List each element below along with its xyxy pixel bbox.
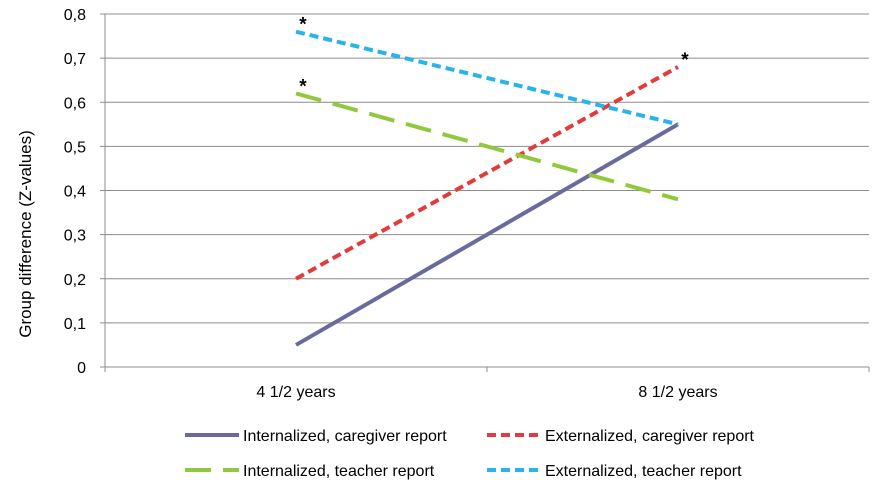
y-tick-label: 0,1: [64, 316, 86, 333]
series-line-3: [295, 91, 679, 202]
series-line-4: [295, 29, 679, 127]
y-tick-label: 0,5: [64, 139, 86, 156]
legend-label: Internalized, teacher report: [243, 463, 435, 480]
significance-marker: *: [681, 50, 689, 71]
significance-marker: *: [299, 76, 307, 97]
axes: [100, 13, 870, 372]
legend: Internalized, caregiver report Externaliz…: [185, 428, 755, 480]
x-tick-label: 4 1/2 years: [256, 384, 335, 401]
significance-marker: *: [299, 15, 307, 36]
y-tick-label: 0,4: [64, 184, 86, 201]
y-tick-label: 0,2: [64, 272, 86, 289]
x-tick-label: 8 1/2 years: [638, 384, 717, 401]
series-line-2: [295, 65, 679, 281]
legend-label: Externalized, caregiver report: [545, 428, 755, 445]
series-lines: * * *: [294, 15, 689, 347]
legend-label: Externalized, teacher report: [545, 463, 742, 480]
y-tick-label: 0: [77, 360, 86, 377]
y-tick-label: 0,8: [64, 7, 86, 24]
gridlines: [105, 13, 869, 324]
y-tick-label: 0,7: [64, 51, 86, 68]
y-tick-labels: 0 0,1 0,2 0,3 0,4 0,5 0,6 0,7 0,8: [64, 7, 86, 377]
legend-label: Internalized, caregiver report: [243, 428, 447, 445]
y-axis-label: Group difference (Z-values): [16, 130, 35, 338]
y-tick-label: 0,6: [64, 95, 86, 112]
x-tick-labels: 4 1/2 years 8 1/2 years: [256, 384, 717, 401]
series-line-1: [294, 122, 680, 347]
y-tick-label: 0,3: [64, 228, 86, 245]
